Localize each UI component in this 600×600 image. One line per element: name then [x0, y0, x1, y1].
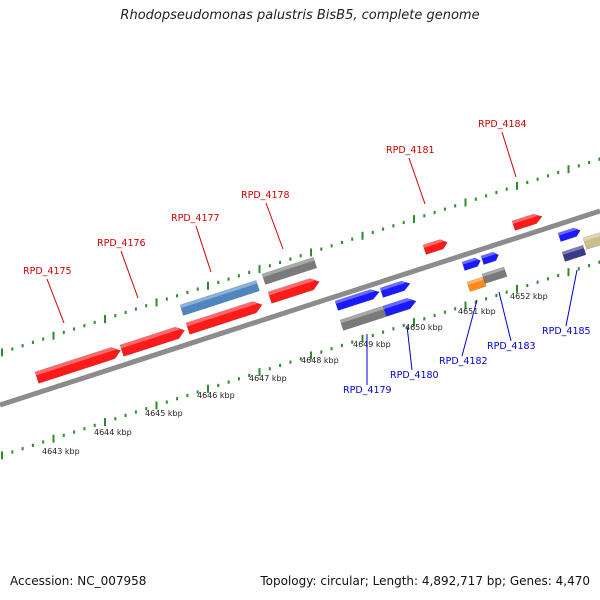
kbp-label: 4651 kbp	[458, 307, 496, 316]
label-leader-lines	[46, 131, 578, 385]
kbp-label: 4645 kbp	[145, 409, 183, 418]
gene-arrow-rpd_4184	[511, 213, 543, 231]
topology-text: Topology: circular; Length: 4,892,717 bp…	[260, 574, 590, 588]
minus-gene-label: RPD_4185	[542, 326, 591, 337]
plus-gene-label: RPD_4184	[478, 119, 527, 130]
gene-arrow-rpd_4181	[422, 239, 448, 255]
minus-gene-label: RPD_4182	[439, 356, 488, 367]
plus-gene-label: RPD_4177	[171, 213, 220, 224]
leader-line	[498, 291, 512, 342]
gene-arrow-rpd_4179	[334, 289, 380, 311]
gene-arrow-rpd_4179b	[339, 305, 387, 331]
leader-line	[461, 299, 478, 357]
kbp-label: 4650 kbp	[405, 323, 443, 332]
leader-line	[265, 202, 284, 250]
leader-line	[408, 157, 426, 205]
minus-gene-label: RPD_4179	[343, 385, 392, 396]
accession-text: Accession: NC_007958	[10, 574, 147, 588]
gene-arrow-rpd_4182b	[466, 276, 487, 292]
kbp-label: 4647 kbp	[249, 374, 287, 383]
gene-arrow-rpd_4183	[480, 251, 499, 265]
plus-gene-label: RPD_4175	[23, 266, 72, 277]
gene-labels: RPD_4175 RPD_4176 RPD_4177 RPD_4178 RPD_4181…	[23, 119, 591, 396]
upper-tick-track	[1, 157, 600, 357]
kbp-label: 4649 kbp	[353, 340, 391, 349]
gene-arrow-rpd_4182	[461, 257, 481, 271]
kbp-label: 4648 kbp	[301, 356, 339, 365]
gene-arrow-rpd_4176	[119, 326, 186, 357]
gene-arrow-rpd_4177	[179, 280, 260, 316]
gene-arrow-rpd_4185b	[561, 244, 587, 262]
leader-line	[46, 278, 65, 324]
plus-gene-label: RPD_4176	[97, 238, 146, 249]
gene-arrow-rpd_4185	[557, 227, 581, 242]
gene-arrow-rpd_4180b	[382, 298, 417, 317]
gene-arrow-rpd_4180	[379, 280, 411, 298]
gene-arrow-rpd_4185c	[582, 228, 600, 250]
kbp-label: 4652 kbp	[510, 292, 548, 301]
leader-line	[120, 250, 139, 299]
kbp-scale-labels: 4643 kbp 4644 kbp 4645 kbp 4646 kbp 4647 kbp…	[42, 292, 548, 456]
lower-tick-track	[1, 260, 600, 460]
leader-line	[406, 325, 413, 371]
gene-arrow-rpd_4183b	[481, 266, 508, 284]
kbp-label: 4644 kbp	[94, 428, 132, 437]
plus-gene-label: RPD_4178	[241, 190, 290, 201]
gene-features	[34, 213, 600, 384]
kbp-label: 4643 kbp	[42, 447, 80, 456]
minus-gene-label: RPD_4180	[390, 370, 439, 381]
leader-line	[501, 131, 517, 178]
map-title: Rhodopseudomonas palustris BisB5, comple…	[120, 8, 480, 23]
kbp-label: 4646 kbp	[197, 391, 235, 400]
plus-gene-label: RPD_4181	[386, 145, 435, 156]
genome-backbone	[0, 208, 600, 408]
gene-arrow-rpd_4175	[34, 347, 121, 384]
leader-line	[565, 269, 578, 327]
gene-arrow-rpd_4177b	[185, 301, 263, 335]
minus-gene-label: RPD_4183	[487, 341, 536, 352]
gene-arrow-rpd_4178b	[267, 278, 320, 304]
leader-line	[195, 225, 212, 273]
gene-arrow-rpd_4178	[261, 257, 318, 285]
